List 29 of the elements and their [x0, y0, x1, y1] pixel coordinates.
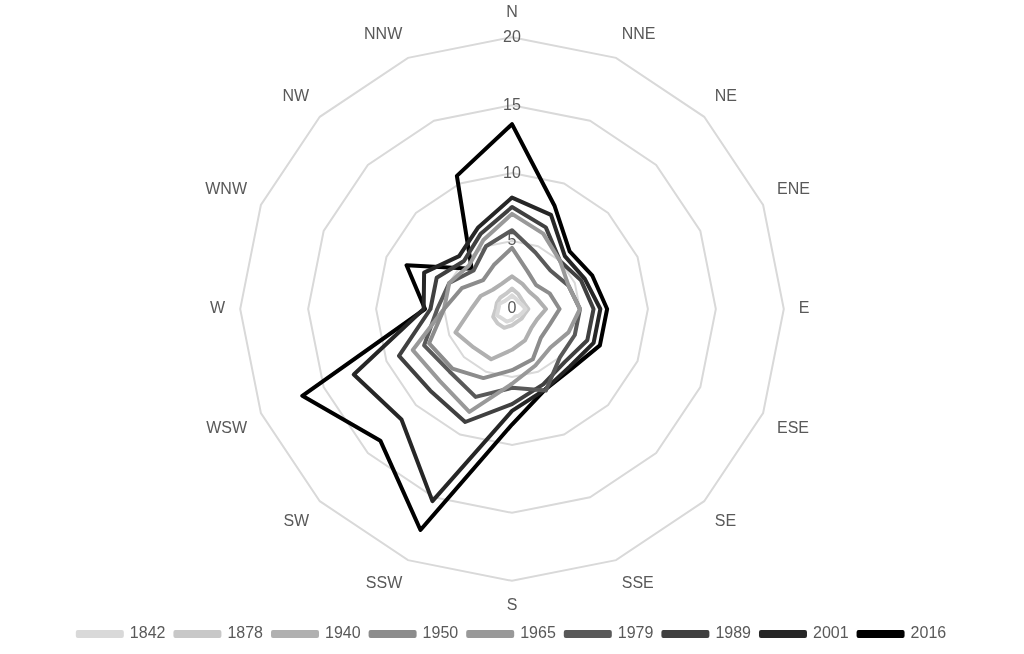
spoke-label: ENE [776, 180, 810, 198]
spoke-label: WSW [206, 418, 248, 436]
legend-label: 1940 [325, 624, 361, 642]
spoke-label: NE [714, 87, 738, 105]
legend-label: 1950 [422, 624, 459, 642]
spoke-label: WNW [205, 180, 248, 198]
legend-label: 1989 [715, 624, 752, 642]
legend-label: 2001 [812, 624, 849, 642]
spoke-label: E [798, 299, 810, 317]
spoke-label: S [506, 595, 518, 613]
spoke-label: ESE [776, 418, 809, 436]
spoke-label: NW [282, 87, 311, 105]
spoke-label: W [210, 299, 227, 317]
y-tick-label: 10 [503, 163, 521, 181]
legend-label: 1965 [520, 624, 556, 642]
spoke-label: SE [714, 511, 737, 529]
y-tick-label: 0 [507, 299, 517, 317]
spoke-label: SW [283, 511, 311, 529]
legend-label: 2016 [910, 624, 947, 642]
spoke-label: SSW [365, 573, 404, 591]
spoke-label: NNE [621, 24, 656, 42]
y-tick-label: 15 [503, 95, 521, 113]
legend-label: 1842 [129, 624, 166, 642]
legend-label: 1878 [227, 624, 264, 642]
spoke-label: NNW [364, 24, 404, 42]
spoke-label: SSE [621, 573, 654, 591]
legend-label: 1979 [617, 624, 654, 642]
y-tick-label: 20 [503, 27, 521, 45]
spoke-label: N [506, 3, 518, 21]
